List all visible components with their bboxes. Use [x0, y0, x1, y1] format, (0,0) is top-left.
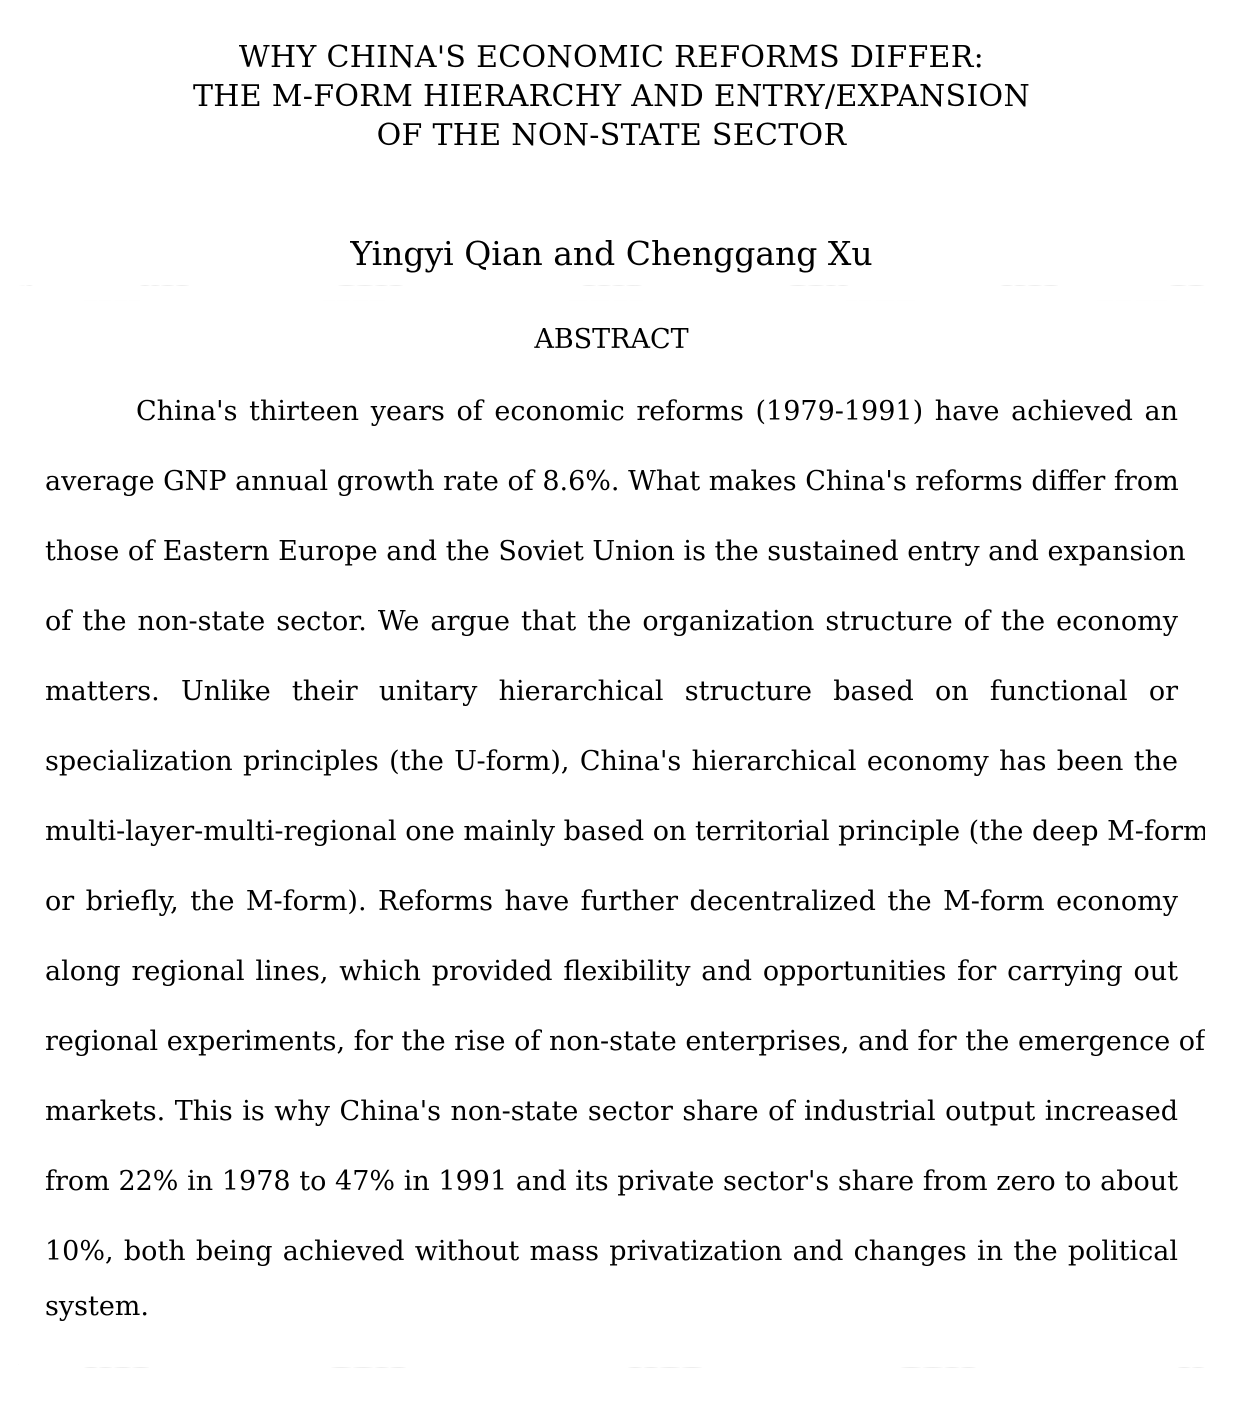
paper-title-line-1: WHY CHINA'S ECONOMIC REFORMS DIFFER: [238, 40, 985, 75]
abstract-line: those of Eastern Europe and the Soviet U… [45, 536, 1186, 567]
abstract-section: ABSTRACT China's thirteen years of econo… [18, 300, 1205, 1368]
abstract-line: average GNP annual growth rate of 8.6%. … [45, 466, 1179, 497]
abstract-line: of the non-state sector. We argue that t… [45, 606, 1178, 637]
abstract-line: 10%, both being achieved without mass pr… [45, 1236, 1178, 1267]
authors: Yingyi Qian and Chenggang Xu [350, 234, 873, 273]
abstract-line: markets. This is why China's non-state s… [45, 1096, 1178, 1127]
abstract-line: matters. Unlike their unitary hierarchic… [45, 676, 1178, 707]
paper-title-line-2: THE M-FORM HIERARCHY AND ENTRY/EXPANSION [192, 79, 1030, 114]
paper-title-line-3: OF THE NON-STATE SECTOR [376, 118, 847, 153]
abstract-line: regional experiments, for the rise of no… [45, 1026, 1206, 1057]
abstract-line: or briefly, the M-form). Reforms have fu… [45, 886, 1178, 917]
abstract-line: multi-layer-multi-regional one mainly ba… [45, 816, 1218, 847]
abstract-line: system. [45, 1291, 149, 1322]
abstract-heading: ABSTRACT [534, 324, 689, 355]
title-section: WHY CHINA'S ECONOMIC REFORMS DIFFER: THE… [18, 18, 1205, 286]
abstract-line: China's thirteen years of economic refor… [136, 396, 1178, 427]
abstract-line: along regional lines, which provided fle… [45, 956, 1178, 987]
abstract-line: from 22% in 1978 to 47% in 1991 and its … [45, 1166, 1178, 1197]
abstract-line: specialization principles (the U-form), … [45, 746, 1178, 777]
